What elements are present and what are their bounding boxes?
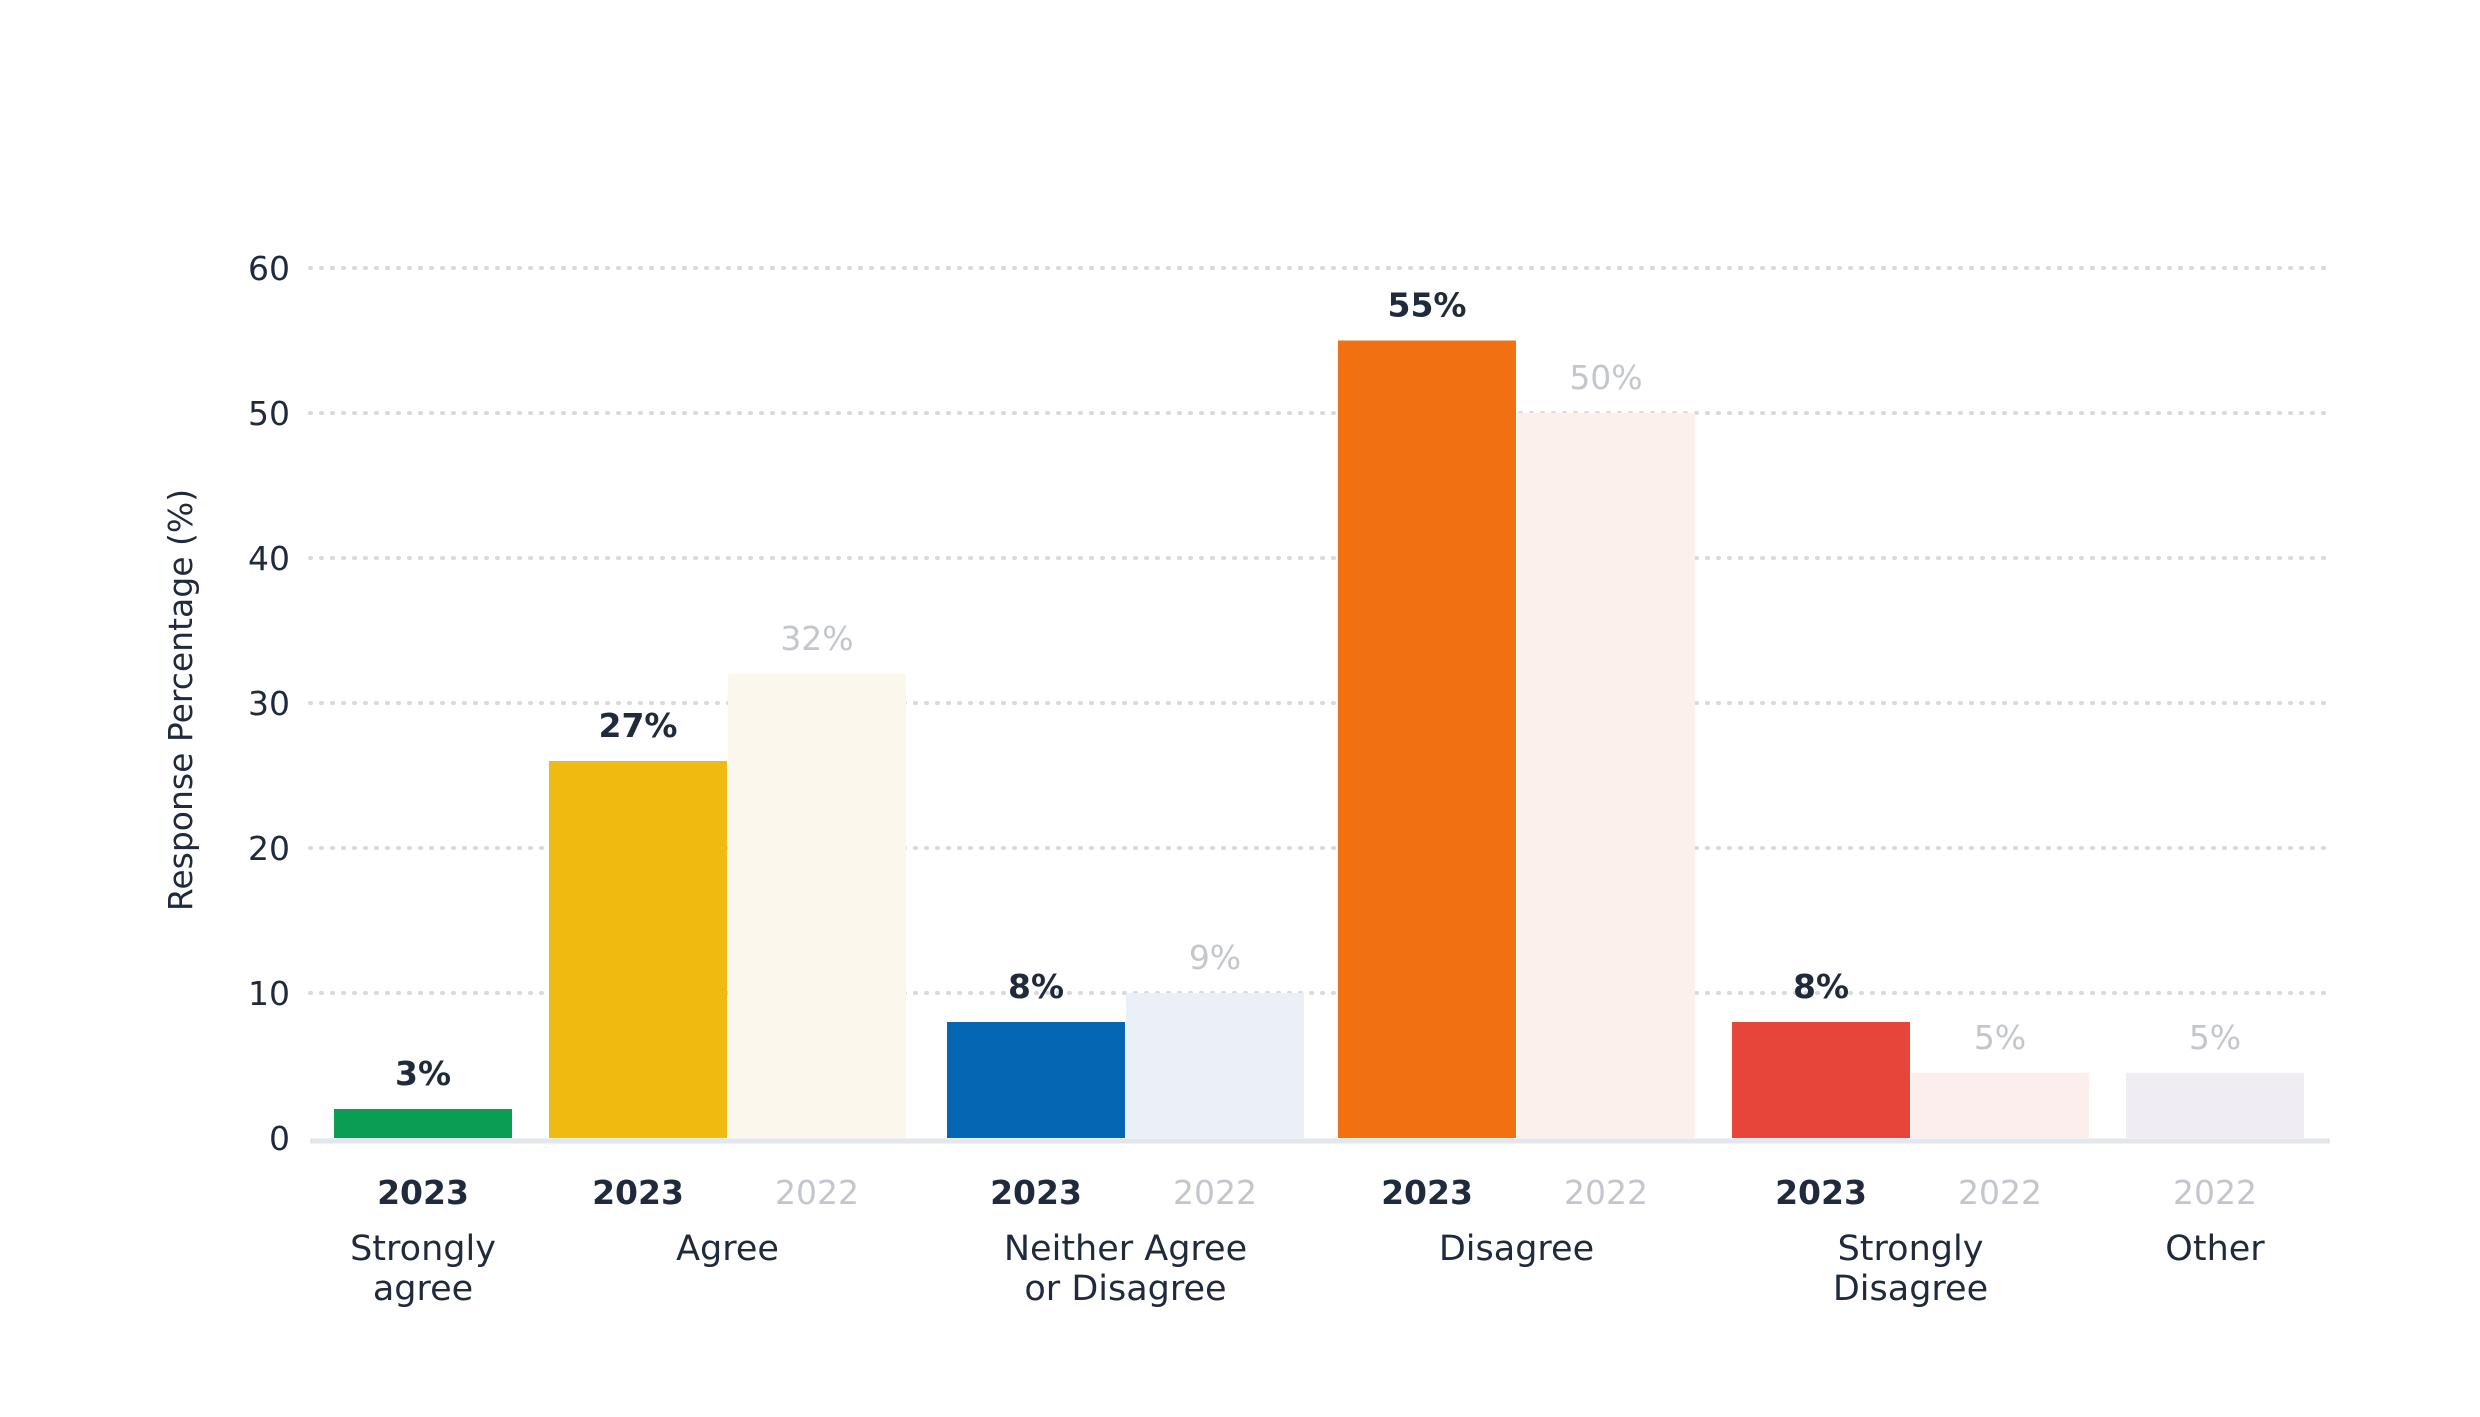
bar-2023-agree	[549, 761, 727, 1138]
series-year-label: 2023	[1381, 1173, 1473, 1212]
series-year-label: 2022	[1564, 1173, 1648, 1212]
category-label: Strongly	[1838, 1229, 1984, 1269]
bar-2023-strongly-agree	[334, 1109, 512, 1138]
bar-value-label: 9%	[1189, 938, 1241, 977]
y-tick-label: 20	[248, 829, 290, 868]
category-label: Disagree	[1833, 1269, 1988, 1309]
category-label: Neither Agree	[1004, 1229, 1247, 1269]
series-year-label: 2023	[990, 1173, 1082, 1212]
bar-2023-disagree	[1338, 340, 1516, 1138]
series-year-label: 2022	[1173, 1173, 1257, 1212]
y-tick-label: 10	[248, 974, 290, 1013]
series-year-label: 2022	[775, 1173, 859, 1212]
bar-value-label: 8%	[1008, 967, 1064, 1006]
series-year-label: 2023	[1775, 1173, 1867, 1212]
y-tick-label: 60	[248, 249, 290, 288]
y-tick-label: 0	[269, 1119, 290, 1158]
bar-2023-strongly-disagree	[1732, 1022, 1910, 1138]
category-label: Disagree	[1439, 1229, 1594, 1269]
series-year-label: 2023	[592, 1173, 684, 1212]
bar-2022-other	[2126, 1072, 2304, 1138]
bar-2023-neither-agree-or-disagree	[947, 1022, 1125, 1138]
y-tick-label: 50	[248, 394, 290, 433]
category-label: or Disagree	[1024, 1269, 1226, 1309]
bar-2022-agree	[728, 674, 906, 1138]
y-axis-ticks: 0 10 20 30 40 50 60	[248, 249, 290, 1158]
y-axis-label: Response Percentage (%)	[161, 489, 200, 911]
bar-2022-strongly-disagree	[1911, 1072, 2089, 1138]
category-label: Other	[2165, 1229, 2265, 1269]
bar-value-labels: 3% 27% 32% 8% 9% 55% 50% 8% 5% 5%	[395, 286, 2241, 1094]
category-label: agree	[373, 1269, 473, 1309]
y-tick-label: 40	[248, 539, 290, 578]
bar-2022-disagree	[1517, 413, 1695, 1138]
series-year-label: 2022	[2173, 1173, 2257, 1212]
category-label: Strongly	[350, 1229, 496, 1269]
bar-value-label: 8%	[1793, 967, 1849, 1006]
y-tick-label: 30	[248, 684, 290, 723]
category-label: Agree	[676, 1229, 779, 1269]
bar-value-label: 3%	[395, 1054, 451, 1093]
bar-value-label: 27%	[599, 706, 678, 745]
series-year-label: 2023	[377, 1173, 469, 1212]
bar-value-label: 5%	[1974, 1018, 2026, 1057]
bar-2022-neither-agree-or-disagree	[1126, 993, 1304, 1138]
series-year-label: 2022	[1958, 1173, 2042, 1212]
bar-value-label: 5%	[2189, 1018, 2241, 1057]
bars	[334, 340, 2304, 1138]
bar-value-label: 55%	[1388, 286, 1467, 325]
bar-value-label: 50%	[1569, 358, 1642, 397]
gridlines	[308, 266, 2332, 1144]
bar-value-label: 32%	[780, 619, 853, 658]
